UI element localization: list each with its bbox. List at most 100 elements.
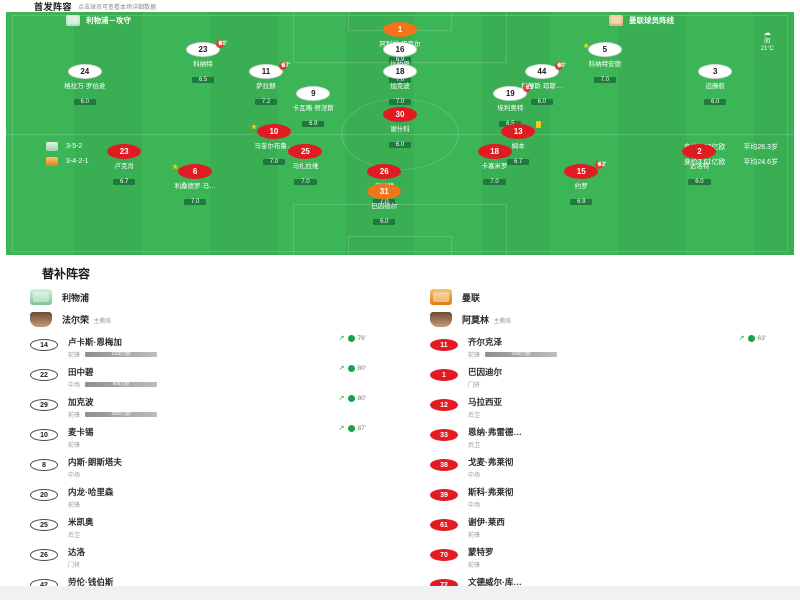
substitution-in-marker: ↗ 80' [339, 394, 366, 402]
pitch-player[interactable]: 9 卡瓦略·努涅斯 6.9 [270, 86, 356, 130]
player-jersey[interactable]: ★ 10 [251, 124, 291, 139]
substitute-row[interactable]: 10 麦卡锡 前锋 ↗ 87' [30, 420, 400, 450]
substitute-row[interactable]: 33 恩纳·弗雷德… 后卫 [430, 420, 800, 450]
substitute-row[interactable]: 8 内斯·朗斯塔夫 中场 [30, 450, 400, 480]
player-rating: 7.0 [388, 99, 412, 105]
substitution-in-marker: ↗ 76' [339, 334, 366, 342]
substitute-row[interactable]: 11 齐尔克泽 前锋 2400万欧 ↗ 63' [430, 330, 800, 360]
footer-strip [0, 586, 800, 600]
player-jersey[interactable]: 30 [383, 107, 417, 122]
home-subs-list: 14 卢卡斯·恩梅加 前锋 1200万欧 ↗ 76' 22 田中碧 中场 800万欧 ↗ 80' 29 加… [30, 330, 400, 600]
player-name: 马扎拉维 [292, 163, 319, 170]
player-jersey[interactable]: 24 [67, 64, 102, 79]
pitch-player[interactable]: 11 ⇅ 67' 萨拉赫 7.2 [223, 62, 309, 108]
substitutes-away-column: 曼联 阿莫林 主教练 11 齐尔克泽 前锋 2400万欧 ↗ 63' 1 巴因迪尔 门将 12 马拉… [400, 287, 800, 600]
player-jersey[interactable]: 44 ⇅ 80' [524, 62, 566, 79]
pitch-player[interactable]: 23 卢克肖 6.7 [81, 144, 167, 188]
pitch-player[interactable]: 24 格拉万·罗伯逊 6.0 [42, 64, 128, 108]
player-jersey[interactable]: 23 ⇅ 80' [186, 40, 227, 57]
substitute-row[interactable]: 14 卢卡斯·恩梅加 前锋 1200万欧 ↗ 76' [30, 330, 400, 360]
player-jersey[interactable]: 31 [367, 184, 402, 199]
away-sub-team-name: 曼联 [462, 292, 481, 303]
coach-avatar [30, 311, 52, 327]
pitch-player[interactable]: ★ 10 马奎尔布鲁… 7.0 [231, 124, 317, 168]
player-jersey[interactable]: 25 [288, 144, 323, 159]
substitute-position: 中场 [468, 502, 481, 509]
player-jersey[interactable]: 3 [698, 64, 733, 79]
substitute-name: 卢卡斯·恩梅加 [68, 336, 122, 347]
substitute-value-bar: 2400万欧 [485, 351, 558, 357]
player-rating: 6.7 [507, 159, 530, 165]
player-jersey[interactable]: 26 [367, 164, 402, 179]
pitch-player[interactable]: 18 加克波 7.0 [357, 64, 443, 108]
substitute-name: 恩纳·弗雷德… [468, 426, 522, 437]
player-jersey[interactable]: 11 ⇅ 67' [249, 62, 290, 79]
away-sub-team[interactable]: 曼联 [430, 287, 800, 308]
pitch-player[interactable]: 23 ⇅ 80' 科纳特 6.5 [160, 40, 246, 86]
substitute-name: 米凯奥 [68, 516, 94, 527]
substitute-position: 前锋 [68, 352, 81, 359]
substitute-row[interactable]: 25 米凯奥 后卫 [30, 510, 400, 540]
pitch-player[interactable]: 18 卡塞米罗 7.0 [452, 144, 538, 188]
player-jersey[interactable]: 23 [107, 144, 142, 159]
pitch-player[interactable]: 30 谢什科 6.0 [357, 107, 443, 151]
pitch-player[interactable]: 25 马扎拉维 7.0 [262, 144, 348, 188]
player-name: 加克波 [390, 83, 410, 90]
substitute-position: 中场 [468, 472, 481, 479]
player-number: 5 [602, 45, 608, 54]
pitch-player[interactable]: 31 巴因德尔 6.0 [341, 184, 427, 228]
pitch-player[interactable]: 15 ⇅ 63' 约罗 6.9 [538, 161, 624, 208]
player-jersey[interactable]: ★ 6 [172, 164, 213, 179]
player-jersey[interactable]: 9 [296, 86, 331, 101]
pitch-player[interactable]: ★ 6 利桑德罗·马… 7.0 [152, 164, 238, 208]
substitute-number: 14 [30, 339, 58, 351]
home-sub-team[interactable]: 利物浦 [30, 287, 400, 308]
player-number: 13 [513, 127, 523, 136]
player-jersey[interactable]: 19 ⇅ 75' [493, 84, 534, 101]
player-jersey[interactable]: 2 [682, 144, 717, 159]
away-team-header[interactable]: 曼联球员阵线 [609, 15, 674, 26]
player-rating: 6.9 [388, 57, 412, 63]
substitute-number: 39 [430, 489, 458, 501]
pitch-player[interactable]: 3 远藤航 6.0 [672, 64, 758, 108]
substitute-row[interactable]: 61 谢伊·莱西 前锋 [430, 510, 800, 540]
substitute-row[interactable]: 38 戈麦·弗莱彻 中场 [430, 450, 800, 480]
substitute-number: 25 [30, 519, 58, 531]
pitch-player[interactable]: 16比约恩7.0 [357, 42, 443, 86]
substitute-row[interactable]: 22 田中碧 中场 800万欧 ↗ 80' [30, 360, 400, 390]
player-jersey[interactable]: ★ 5 [583, 42, 622, 57]
pitch-player[interactable]: 1阿利松·贝克尔6.9 [357, 22, 443, 66]
pitch-player[interactable]: 13 姆本 6.7 [475, 121, 561, 168]
substitute-row[interactable]: 20 内龙·哈里森 前锋 [30, 480, 400, 510]
substitute-row[interactable]: 26 达洛 门将 [30, 540, 400, 570]
substitute-row[interactable]: 29 加克波 前锋 2000万欧 ↗ 80' [30, 390, 400, 420]
substitute-row[interactable]: 1 巴因迪尔 门将 [430, 360, 800, 390]
player-name: 格拉万·罗伯逊 [64, 83, 106, 90]
away-coach-row[interactable]: 阿莫林 主教练 [430, 308, 800, 330]
substitute-position: 前锋 [68, 442, 81, 449]
player-jersey[interactable]: 13 [501, 121, 542, 139]
player-jersey[interactable]: 1 [383, 22, 417, 37]
sub-on-icon [347, 424, 355, 432]
substitute-row[interactable]: 70 蒙特罗 前锋 [430, 540, 800, 570]
substitute-number: 12 [430, 399, 458, 411]
weather-widget: ☁ 阴 21°C [761, 30, 774, 54]
pitch-player[interactable]: ★ 5 科纳特安德 7.0 [562, 42, 648, 86]
player-jersey[interactable]: 16 [383, 42, 417, 57]
player-jersey[interactable]: 18 [383, 64, 417, 79]
player-number: 19 [505, 89, 515, 98]
substitute-position: 门将 [68, 562, 81, 569]
substitute-row[interactable]: 12 马拉西亚 后卫 [430, 390, 800, 420]
pitch-player[interactable]: 26乌加特7.0 [341, 164, 427, 208]
home-team-header[interactable]: 利物浦－攻守 [66, 15, 131, 26]
weather-temp: 21°C [760, 46, 774, 53]
home-coach-row[interactable]: 法尔荣 主教练 [30, 308, 400, 330]
pitch-player[interactable]: 2 达洛特 6.0 [656, 144, 742, 188]
substitute-position: 前锋 [68, 502, 81, 509]
player-jersey[interactable]: 18 [477, 144, 512, 159]
player-jersey[interactable]: 15 ⇅ 63' [564, 161, 606, 179]
substitute-number: 20 [30, 489, 58, 501]
substitute-row[interactable]: 39 斯科·弗莱彻 中场 [430, 480, 800, 510]
pitch-player[interactable]: 44 ⇅ 80' 科蒂斯·琼斯… 6.0 [499, 62, 585, 108]
substitution-in-marker: ↗ 63' [739, 334, 766, 342]
